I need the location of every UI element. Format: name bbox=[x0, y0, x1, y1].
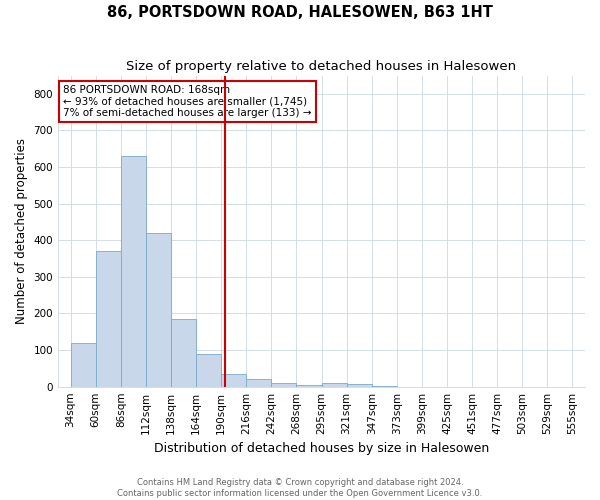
Title: Size of property relative to detached houses in Halesowen: Size of property relative to detached ho… bbox=[127, 60, 517, 73]
Bar bbox=[171, 319, 196, 386]
Text: Contains HM Land Registry data © Crown copyright and database right 2024.
Contai: Contains HM Land Registry data © Crown c… bbox=[118, 478, 482, 498]
Y-axis label: Number of detached properties: Number of detached properties bbox=[15, 138, 28, 324]
Bar bbox=[296, 385, 322, 386]
Bar bbox=[71, 343, 95, 386]
Bar bbox=[95, 251, 121, 386]
Bar bbox=[322, 383, 347, 386]
Bar bbox=[246, 380, 271, 386]
Bar bbox=[347, 384, 372, 386]
X-axis label: Distribution of detached houses by size in Halesowen: Distribution of detached houses by size … bbox=[154, 442, 489, 455]
Bar bbox=[271, 383, 296, 386]
Bar bbox=[146, 233, 171, 386]
Text: 86 PORTSDOWN ROAD: 168sqm
← 93% of detached houses are smaller (1,745)
7% of sem: 86 PORTSDOWN ROAD: 168sqm ← 93% of detac… bbox=[64, 85, 312, 118]
Text: 86, PORTSDOWN ROAD, HALESOWEN, B63 1HT: 86, PORTSDOWN ROAD, HALESOWEN, B63 1HT bbox=[107, 5, 493, 20]
Bar bbox=[221, 374, 246, 386]
Bar bbox=[196, 354, 221, 386]
Bar bbox=[121, 156, 146, 386]
